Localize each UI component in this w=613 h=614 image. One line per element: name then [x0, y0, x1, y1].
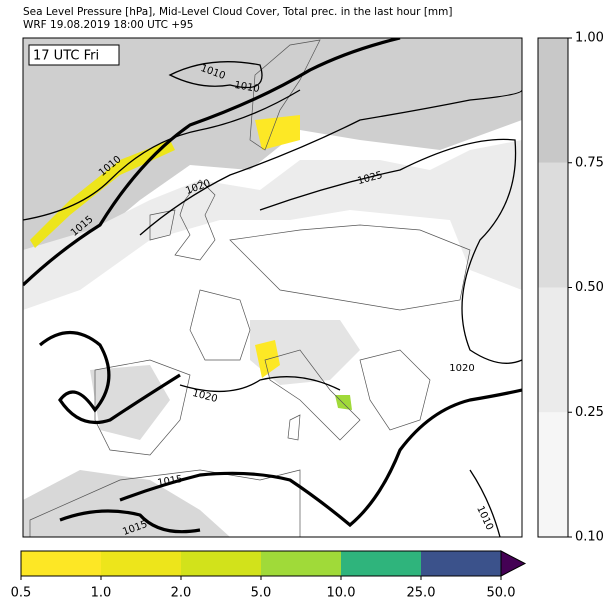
tick-label: 0.50	[575, 280, 604, 295]
subtitle: WRF 19.08.2019 18:00 UTC +95	[23, 19, 193, 31]
colorbar-segment	[538, 412, 568, 537]
colorbar-segment	[341, 551, 421, 576]
map-frame	[22, 37, 523, 538]
tick-label: 0.10	[575, 530, 604, 545]
tick-label: 5.0	[251, 586, 272, 601]
coastlines	[29, 39, 471, 537]
tick-label: 25.0	[407, 586, 436, 601]
cloud-area	[23, 38, 522, 290]
colorbar-extension	[500, 550, 527, 577]
colorbar-segment	[21, 551, 101, 576]
tick-label: 0.75	[575, 155, 604, 170]
contour-label: 1010	[233, 80, 260, 95]
colorbar-segment	[538, 287, 568, 413]
precip-area	[255, 115, 300, 150]
precip-colorbar: 0.5 1.0 2.0 5.0 10.0 25.0 50.0	[11, 550, 527, 601]
time-label: 17 UTC Fri	[33, 49, 99, 64]
precip-area	[335, 395, 352, 410]
colorbar-segment	[101, 551, 181, 576]
colorbar-segment	[181, 551, 261, 576]
colorbar-segment	[421, 551, 501, 576]
map-layers	[23, 38, 522, 537]
contour-label: 1015	[157, 474, 184, 489]
cloud-area	[23, 470, 230, 537]
tick-label: 50.0	[487, 586, 516, 601]
cloud-colorbar: 0.10 0.25 0.50 0.75 1.00	[537, 31, 604, 545]
cloud-area	[23, 140, 522, 310]
isobars	[23, 38, 522, 537]
colorbar-segment	[261, 551, 341, 576]
tick-label: 1.0	[91, 586, 112, 601]
contour-label: 1020	[449, 363, 474, 374]
tick-label: 0.25	[575, 405, 604, 420]
colorbar-segment	[538, 38, 568, 163]
colorbar-segment	[538, 162, 568, 288]
tick-label: 2.0	[171, 586, 192, 601]
map: 17 UTC Fri 1010 1010 1010 1015 1020 1025…	[22, 37, 523, 538]
tick-label: 1.00	[575, 31, 604, 46]
title: Sea Level Pressure [hPa], Mid-Level Clou…	[23, 6, 453, 18]
time-label-box	[28, 44, 120, 66]
cloud-area	[250, 320, 360, 385]
tick-label: 10.0	[327, 586, 356, 601]
tick-label: 0.5	[11, 586, 32, 601]
